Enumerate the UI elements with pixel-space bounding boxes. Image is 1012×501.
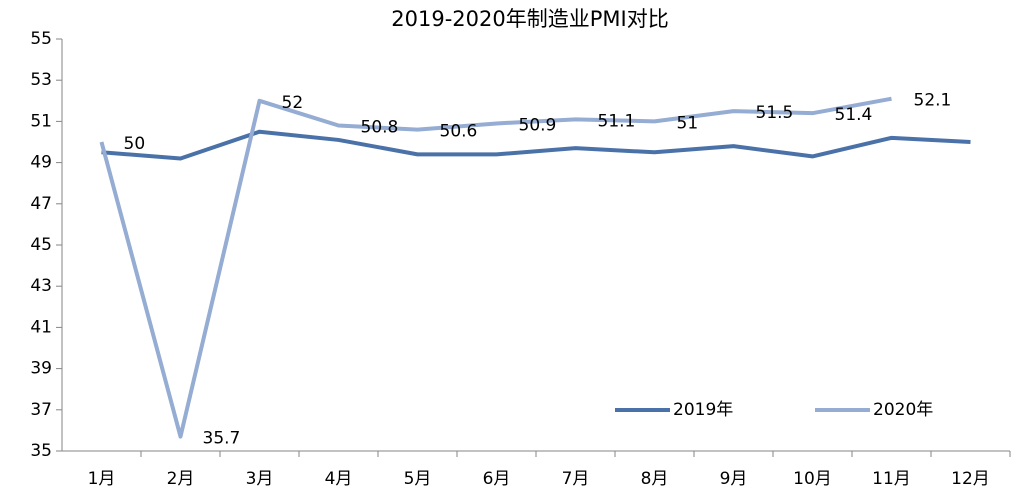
x-tick-label: 8月 <box>641 469 669 489</box>
data-label: 51.5 <box>756 103 794 123</box>
x-tick-label: 1月 <box>88 469 116 489</box>
data-label: 52.1 <box>914 91 952 111</box>
data-label: 51.4 <box>835 105 873 125</box>
y-tick-label: 55 <box>30 29 52 49</box>
legend-label: 2020年 <box>873 400 933 420</box>
y-tick-label: 51 <box>30 111 52 131</box>
x-tick-label: 9月 <box>720 469 748 489</box>
y-tick-label: 47 <box>30 194 52 214</box>
data-label: 50 <box>124 134 146 154</box>
data-label: 50.8 <box>361 118 399 138</box>
data-label: 51 <box>677 113 699 133</box>
y-tick-label: 35 <box>30 441 52 461</box>
data-label: 35.7 <box>203 429 241 449</box>
y-tick-label: 53 <box>30 70 52 90</box>
series-line <box>101 129 971 161</box>
y-tick-label: 49 <box>30 153 52 173</box>
y-tick-label: 37 <box>30 400 52 420</box>
data-label: 50.6 <box>440 122 478 142</box>
y-tick-label: 45 <box>30 235 52 255</box>
x-tick-label: 10月 <box>793 469 832 489</box>
y-tick-label: 41 <box>30 317 52 337</box>
data-label: 52 <box>282 93 304 113</box>
x-tick-label: 2月 <box>167 469 195 489</box>
series-line <box>99 96 892 439</box>
data-label: 51.1 <box>598 111 636 131</box>
legend-label: 2019年 <box>673 400 733 420</box>
data-label: 50.9 <box>519 115 557 135</box>
x-tick-label: 6月 <box>483 469 511 489</box>
y-tick-label: 43 <box>30 276 52 296</box>
x-tick-label: 12月 <box>951 469 990 489</box>
x-tick-label: 11月 <box>872 469 911 489</box>
x-tick-label: 3月 <box>246 469 274 489</box>
x-tick-label: 4月 <box>325 469 353 489</box>
y-tick-label: 39 <box>30 359 52 379</box>
x-tick-label: 5月 <box>404 469 432 489</box>
chart-title: 2019-2020年制造业PMI对比 <box>391 7 668 31</box>
x-tick-label: 7月 <box>562 469 590 489</box>
